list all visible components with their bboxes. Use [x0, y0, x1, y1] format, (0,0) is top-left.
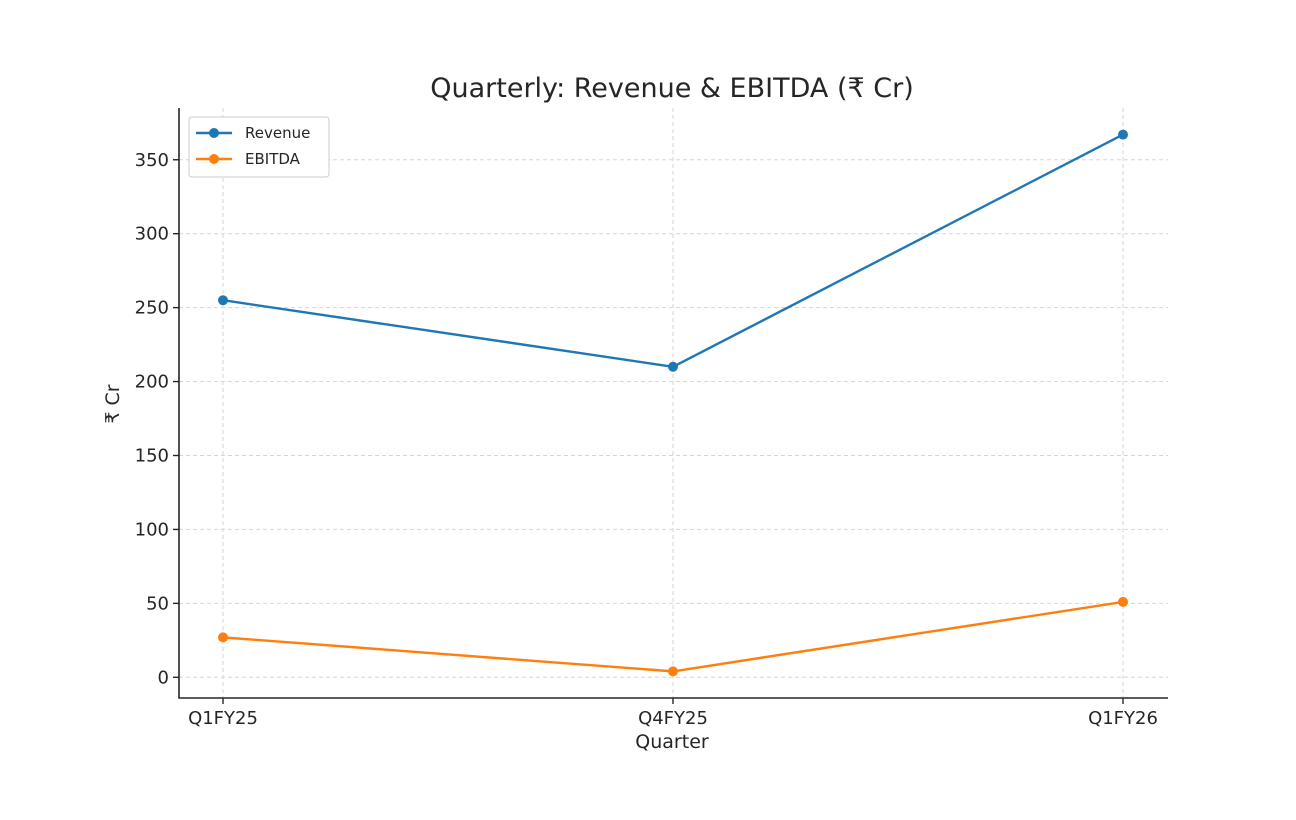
y-tick-label: 50	[146, 593, 169, 614]
legend-label: Revenue	[245, 124, 310, 142]
y-tick-label: 350	[135, 150, 169, 171]
x-tick-label: Q1FY25	[188, 708, 258, 729]
axis-spines	[178, 108, 1168, 699]
y-tick-label: 0	[158, 667, 169, 688]
data-point-ebitda	[218, 632, 228, 643]
x-axis-label: Quarter	[635, 731, 709, 753]
y-tick-label: 100	[135, 519, 169, 540]
x-tick-label: Q1FY26	[1088, 708, 1158, 729]
y-tick-label: 300	[135, 224, 169, 245]
y-tick-label: 250	[135, 298, 169, 319]
legend-swatch-marker	[209, 154, 219, 164]
data-point-revenue	[218, 295, 228, 306]
data-point-ebitda	[1118, 596, 1128, 607]
data-point-revenue	[1118, 129, 1128, 140]
chart-title: Quarterly: Revenue & EBITDA (₹ Cr)	[430, 73, 914, 104]
grid	[179, 108, 1168, 698]
legend-swatch-marker	[209, 128, 219, 138]
y-tick-label: 200	[135, 372, 169, 393]
y-axis-label: ₹ Cr	[102, 384, 124, 423]
legend-label: EBITDA	[245, 150, 301, 168]
y-tick-label: 150	[135, 445, 169, 466]
legend: Revenue EBITDA	[188, 116, 330, 178]
data-point-revenue	[668, 361, 678, 372]
axes	[173, 108, 1168, 704]
text-layer: Quarterly: Revenue & EBITDA (₹ Cr) Quart…	[102, 73, 1158, 753]
data-point-ebitda	[668, 666, 678, 677]
series-layer	[218, 129, 1128, 677]
x-tick-label: Q4FY25	[638, 708, 708, 729]
